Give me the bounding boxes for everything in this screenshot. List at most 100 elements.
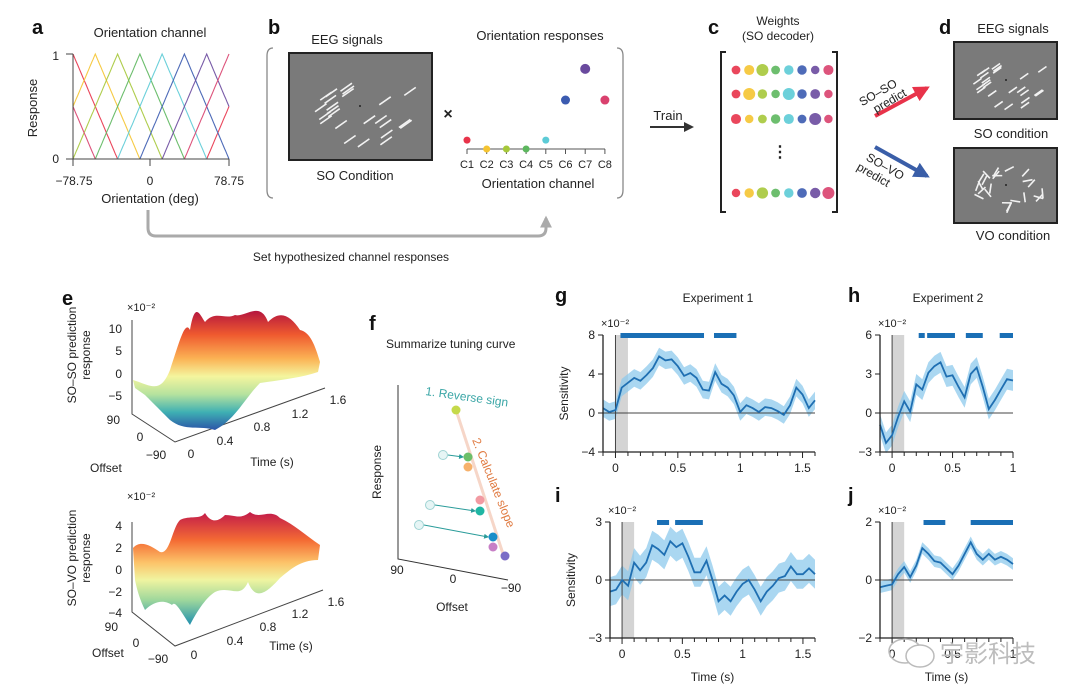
panel-f-ylabel: Response <box>370 445 384 499</box>
train-step: Train <box>650 108 694 132</box>
channel-label-c2: C2 <box>480 159 494 171</box>
reverse-arrow <box>423 524 489 539</box>
grating-line <box>378 96 392 106</box>
panel-a-xtick-1: 0 <box>147 174 154 188</box>
panel-d: d EEG signals SO condition VO condition … <box>854 17 1058 243</box>
grating-line <box>992 64 1003 72</box>
panel-e: e ×10⁻² SO–SO prediction response 10 5 0… <box>62 288 347 666</box>
e-bottom-time-label: Time (s) <box>269 639 313 653</box>
panel-label-f: f <box>369 313 376 335</box>
grating-line <box>1037 65 1047 73</box>
e-top-time-tick: 0.8 <box>254 420 271 434</box>
filled-dot <box>488 532 498 542</box>
tuning-curve-c3 <box>72 52 229 160</box>
weight-dot <box>783 113 794 125</box>
e-top-surface <box>133 310 320 430</box>
grating-line <box>981 175 988 186</box>
hollow-dot <box>438 450 448 460</box>
hollow-dot <box>425 500 435 510</box>
panel-g-title: Experiment 1 <box>683 291 754 305</box>
filled-dot <box>451 405 461 415</box>
e-bottom-offset-tick: −90 <box>148 652 169 666</box>
weight-dot <box>822 187 835 199</box>
train-label: Train <box>653 108 682 123</box>
reverse-arrow <box>434 504 476 513</box>
weight-dot <box>810 89 821 99</box>
e-top-ztick: 0 <box>115 367 122 381</box>
grating-line <box>977 186 987 195</box>
panel-f: f Summarize tuning curve 1. Reverse sign… <box>369 313 522 614</box>
panel-f-xlabel: Offset <box>436 600 468 614</box>
grating-line <box>326 101 339 111</box>
grating-line <box>1021 168 1030 178</box>
response-dot-c7 <box>580 63 591 74</box>
weight-dot <box>809 113 822 125</box>
tuning-curve-c4 <box>73 52 229 160</box>
panel-a-title: Orientation channel <box>94 25 207 40</box>
significance-bar-h <box>999 333 1013 338</box>
feedback-arrow <box>146 210 552 238</box>
channel-label-c8: C8 <box>598 159 612 171</box>
grating-line <box>1027 179 1036 188</box>
e-top-ylabel2: response <box>79 330 93 380</box>
matrix-right-bracket <box>832 51 838 213</box>
weight-dot <box>824 114 833 124</box>
scale-label-i: ×10⁻² <box>608 505 636 517</box>
panel-f-xtick: −90 <box>501 581 522 595</box>
channel-label-c1: C1 <box>460 159 474 171</box>
e-bottom-axes <box>131 522 324 647</box>
wechat-icon-bubble <box>905 644 935 668</box>
e-bottom-ylabel2: response <box>79 533 93 583</box>
weight-dot <box>756 64 769 76</box>
significance-bar-i <box>675 520 703 525</box>
panel-label-i: i <box>555 485 561 507</box>
confidence-band-i <box>610 526 815 616</box>
grating-line <box>324 94 337 105</box>
e-top-ztick: −5 <box>108 389 122 403</box>
grating-line <box>992 167 1000 177</box>
panel-a-ylabel: Response <box>25 79 40 138</box>
e-bottom-ztick: −4 <box>108 606 122 620</box>
e-bottom-time-tick: 0.4 <box>227 634 244 648</box>
e-bottom-ztick: 0 <box>115 563 122 577</box>
e-bottom-offset-tick: 90 <box>105 620 119 634</box>
channel-label-c7: C7 <box>578 159 592 171</box>
weight-dot <box>730 113 742 125</box>
weight-dots <box>730 64 835 199</box>
so-stimulus-gratings <box>314 82 417 148</box>
tuning-curve-c8 <box>72 53 230 160</box>
e-top-ztick: 5 <box>115 344 122 358</box>
ylabel-i: Sensitivity <box>564 553 578 607</box>
grating-line <box>987 89 997 97</box>
e-bottom-ztick: 4 <box>115 519 122 533</box>
so-so-predict-arrow <box>874 86 930 118</box>
grating-line <box>1034 89 1044 97</box>
grating-line <box>992 170 1000 180</box>
weight-dot <box>744 64 755 76</box>
xtick-label-j: 0 <box>889 647 896 661</box>
reverse-sign-step: 1. Reverse sign <box>425 384 510 409</box>
fixation-point <box>1005 79 1007 81</box>
weight-dot <box>797 114 807 124</box>
significance-bar-j <box>970 520 1013 525</box>
grating-line <box>977 180 984 191</box>
weight-dot <box>771 65 780 75</box>
weight-dot <box>731 188 741 198</box>
e-top-time-tick: 0.4 <box>217 434 234 448</box>
ylabel-g: Sensitivity <box>557 366 571 420</box>
ytick-label-h: 6 <box>865 328 872 342</box>
grating-line <box>981 79 991 87</box>
ytick-label-h: 0 <box>865 406 872 420</box>
grating-line <box>363 115 376 125</box>
grating-line <box>1035 193 1044 202</box>
grating-line <box>1019 89 1030 97</box>
panel-a-ytick-0: 0 <box>52 152 59 166</box>
panel-a-xtick-2: 78.75 <box>214 174 244 188</box>
panel-d-title: EEG signals <box>977 21 1049 36</box>
xtick-label-g: 0.5 <box>669 461 686 475</box>
grating-line <box>979 71 989 79</box>
channel-label-c3: C3 <box>499 159 513 171</box>
grating-line <box>334 119 348 130</box>
e-bottom-surface <box>133 512 320 625</box>
multiply-sign: × <box>443 106 452 123</box>
